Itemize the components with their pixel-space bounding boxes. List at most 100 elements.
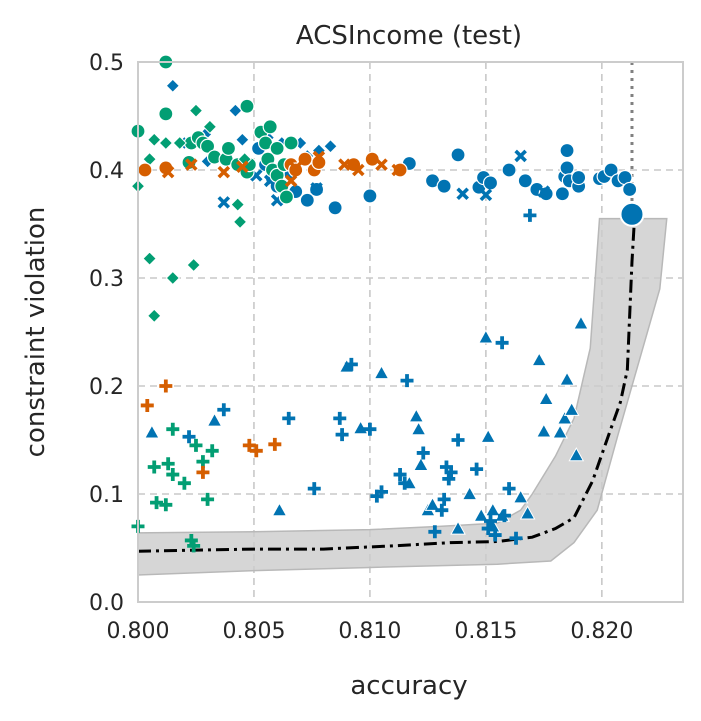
data-point-blue-triangle-12 (450, 520, 466, 535)
data-point-blue-triangle-11 (424, 496, 441, 511)
data-point-green-diamond-4 (147, 308, 162, 324)
data-point-green-diamond-9 (188, 103, 204, 118)
data-point-blue-triangle-14 (473, 507, 490, 522)
data-point-blue-circle-7 (299, 192, 315, 208)
data-point-blue-circle-34 (622, 181, 638, 198)
data-point-blue-x-7 (514, 149, 527, 163)
data-point-green-diamond-8 (186, 257, 201, 273)
data-point-blue-plus-2 (282, 411, 296, 425)
data-point-blue-plus-0 (182, 430, 196, 444)
data-point-green-diamond-2 (147, 132, 162, 147)
data-point-blue-plus-10 (393, 468, 407, 482)
data-point-green-diamond-3 (142, 251, 157, 266)
data-point-blue-triangle-17 (484, 502, 501, 517)
data-point-orange-circle-0 (137, 162, 153, 178)
data-point-green-circle-24 (278, 189, 295, 205)
data-point-green-plus-1 (147, 460, 161, 474)
data-point-green-diamond-11 (230, 197, 245, 212)
data-point-blue-plus-26 (497, 509, 511, 523)
data-point-blue-triangle-30 (573, 315, 589, 330)
data-point-blue-circle-9 (327, 200, 343, 216)
data-point-blue-triangle-1 (206, 412, 223, 427)
data-point-green-circle-13 (239, 98, 255, 114)
data-point-green-plus-9 (187, 539, 201, 553)
y-tick-label-5: 0.5 (89, 51, 124, 76)
data-point-green-diamond-10 (202, 119, 218, 135)
data-point-orange-x-10 (391, 163, 405, 177)
data-point-blue-plus-19 (444, 465, 458, 479)
data-point-blue-triangle-15 (478, 329, 494, 344)
scatter-points (130, 54, 645, 553)
x-tick-label-0: 0.800 (107, 619, 170, 644)
data-point-blue-triangle-29 (568, 447, 585, 462)
data-point-green-plus-5 (166, 468, 180, 482)
data-point-green-diamond-5 (158, 135, 174, 151)
y-tick-labels: 0.0 0.1 0.2 0.3 0.4 0.5 (89, 51, 124, 616)
y-axis-label: constraint violation (21, 207, 51, 458)
data-point-blue-plus-12 (400, 374, 414, 388)
data-point-green-circle-18 (262, 119, 278, 135)
data-point-green-diamond-12 (232, 214, 248, 230)
x-tick-label-3: 0.815 (454, 619, 517, 644)
data-point-blue-triangle-25 (552, 424, 568, 439)
data-point-blue-plus-21 (470, 462, 484, 476)
data-point-orange-circle-4 (297, 151, 313, 167)
data-point-green-plus-12 (201, 492, 215, 506)
data-point-green-circle-25 (283, 135, 299, 151)
data-point-blue-plus-16 (437, 492, 451, 506)
data-point-blue-triangle-0 (144, 424, 160, 439)
x-axis-label: accuracy (350, 671, 467, 701)
data-point-orange-plus-1 (159, 379, 173, 393)
data-point-blue-x-0 (217, 196, 231, 209)
data-point-blue-plus-22 (481, 522, 495, 536)
data-point-blue-plus-1 (217, 403, 231, 417)
data-point-blue-circle-28 (571, 169, 587, 186)
data-point-blue-diamond-11 (323, 139, 338, 154)
data-point-orange-plus-5 (268, 437, 282, 451)
plot-frame (137, 61, 684, 603)
data-point-blue-triangle-26 (556, 410, 573, 425)
data-point-blue-circle-24 (559, 160, 575, 176)
data-point-blue-triangle-28 (563, 401, 580, 416)
data-point-blue-plus-5 (335, 428, 349, 442)
data-point-blue-triangle-23 (536, 423, 552, 438)
y-tick-label-4: 0.4 (89, 159, 124, 184)
data-point-blue-plus-18 (442, 472, 456, 486)
data-point-green-plus-7 (177, 476, 191, 490)
data-point-green-plus-13 (205, 444, 219, 458)
data-point-orange-x-0 (161, 165, 175, 179)
data-point-green-plus-3 (159, 498, 173, 512)
x-tick-labels: 0.800 0.805 0.810 0.815 0.820 (107, 619, 634, 644)
data-point-green-circle-10 (220, 140, 237, 156)
x-tick-label-2: 0.810 (338, 619, 401, 644)
frontier-line (137, 221, 636, 553)
data-point-blue-triangle-5 (373, 365, 390, 380)
data-point-blue-circle-13 (436, 178, 452, 194)
x-tick-label-4: 0.820 (570, 619, 633, 644)
y-tick-label-3: 0.3 (89, 267, 124, 292)
data-point-blue-plus-13 (416, 446, 430, 460)
data-point-orange-x-8 (352, 163, 365, 177)
data-point-orange-plus-3 (242, 438, 256, 452)
data-point-blue-diamond-0 (165, 78, 180, 93)
data-point-green-plus-6 (166, 422, 180, 436)
data-point-blue-circle-31 (603, 162, 619, 178)
band-area (137, 217, 668, 576)
x-tick-label-1: 0.805 (222, 619, 285, 644)
data-point-orange-x-9 (375, 158, 388, 171)
data-point-orange-x-3 (236, 160, 249, 174)
data-point-blue-triangle-27 (559, 371, 575, 386)
data-point-blue-circle-17 (482, 175, 499, 191)
data-point-blue-plus-4 (333, 411, 347, 425)
data-point-blue-plus-25 (495, 336, 509, 350)
data-point-blue-big-circle-0 (619, 201, 645, 227)
data-point-blue-plus-9 (375, 485, 389, 499)
data-point-blue-x-4 (310, 182, 323, 195)
confidence-band (137, 217, 668, 576)
data-point-blue-triangle-7 (408, 408, 425, 423)
data-point-orange-x-7 (338, 158, 351, 171)
data-point-blue-triangle-9 (413, 456, 429, 471)
data-point-green-diamond-6 (165, 270, 180, 286)
data-point-blue-plus-15 (435, 503, 449, 517)
